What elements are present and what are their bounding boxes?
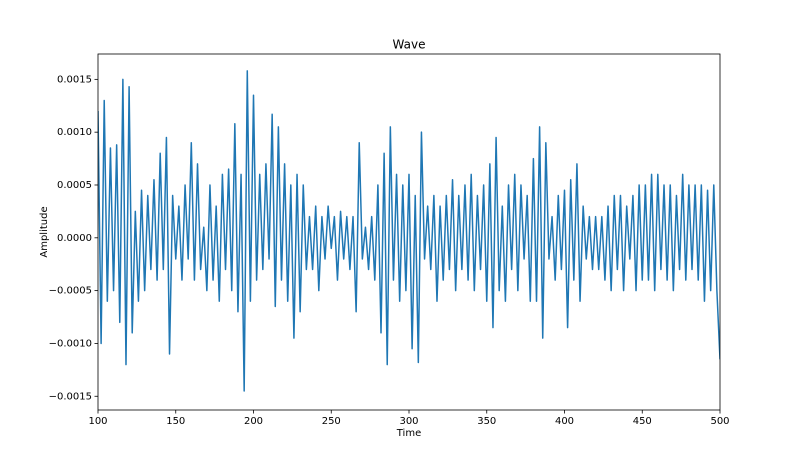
x-tick-label: 250	[322, 416, 341, 427]
x-tick-label: 450	[633, 416, 652, 427]
x-tick-label: 400	[555, 416, 574, 427]
y-tick-label: −0.0015	[49, 391, 92, 402]
y-tick-label: −0.0005	[49, 286, 92, 297]
x-tick-label: 300	[399, 416, 418, 427]
y-tick-label: 0.0010	[57, 127, 92, 138]
wave-line	[98, 70, 720, 392]
x-tick-label: 150	[166, 416, 185, 427]
x-tick-label: 100	[88, 416, 107, 427]
y-tick-label: 0.0000	[57, 233, 92, 244]
y-tick-label: −0.0010	[49, 338, 92, 349]
x-tick-label: 350	[477, 416, 496, 427]
x-tick-label: 500	[710, 416, 729, 427]
chart-title: Wave	[393, 38, 426, 52]
x-axis-label: Time	[396, 428, 421, 439]
y-tick-label: 0.0005	[57, 180, 92, 191]
x-tick-label: 200	[244, 416, 263, 427]
y-axis-label: Amplitude	[39, 206, 50, 257]
y-tick-label: 0.0015	[57, 74, 92, 85]
